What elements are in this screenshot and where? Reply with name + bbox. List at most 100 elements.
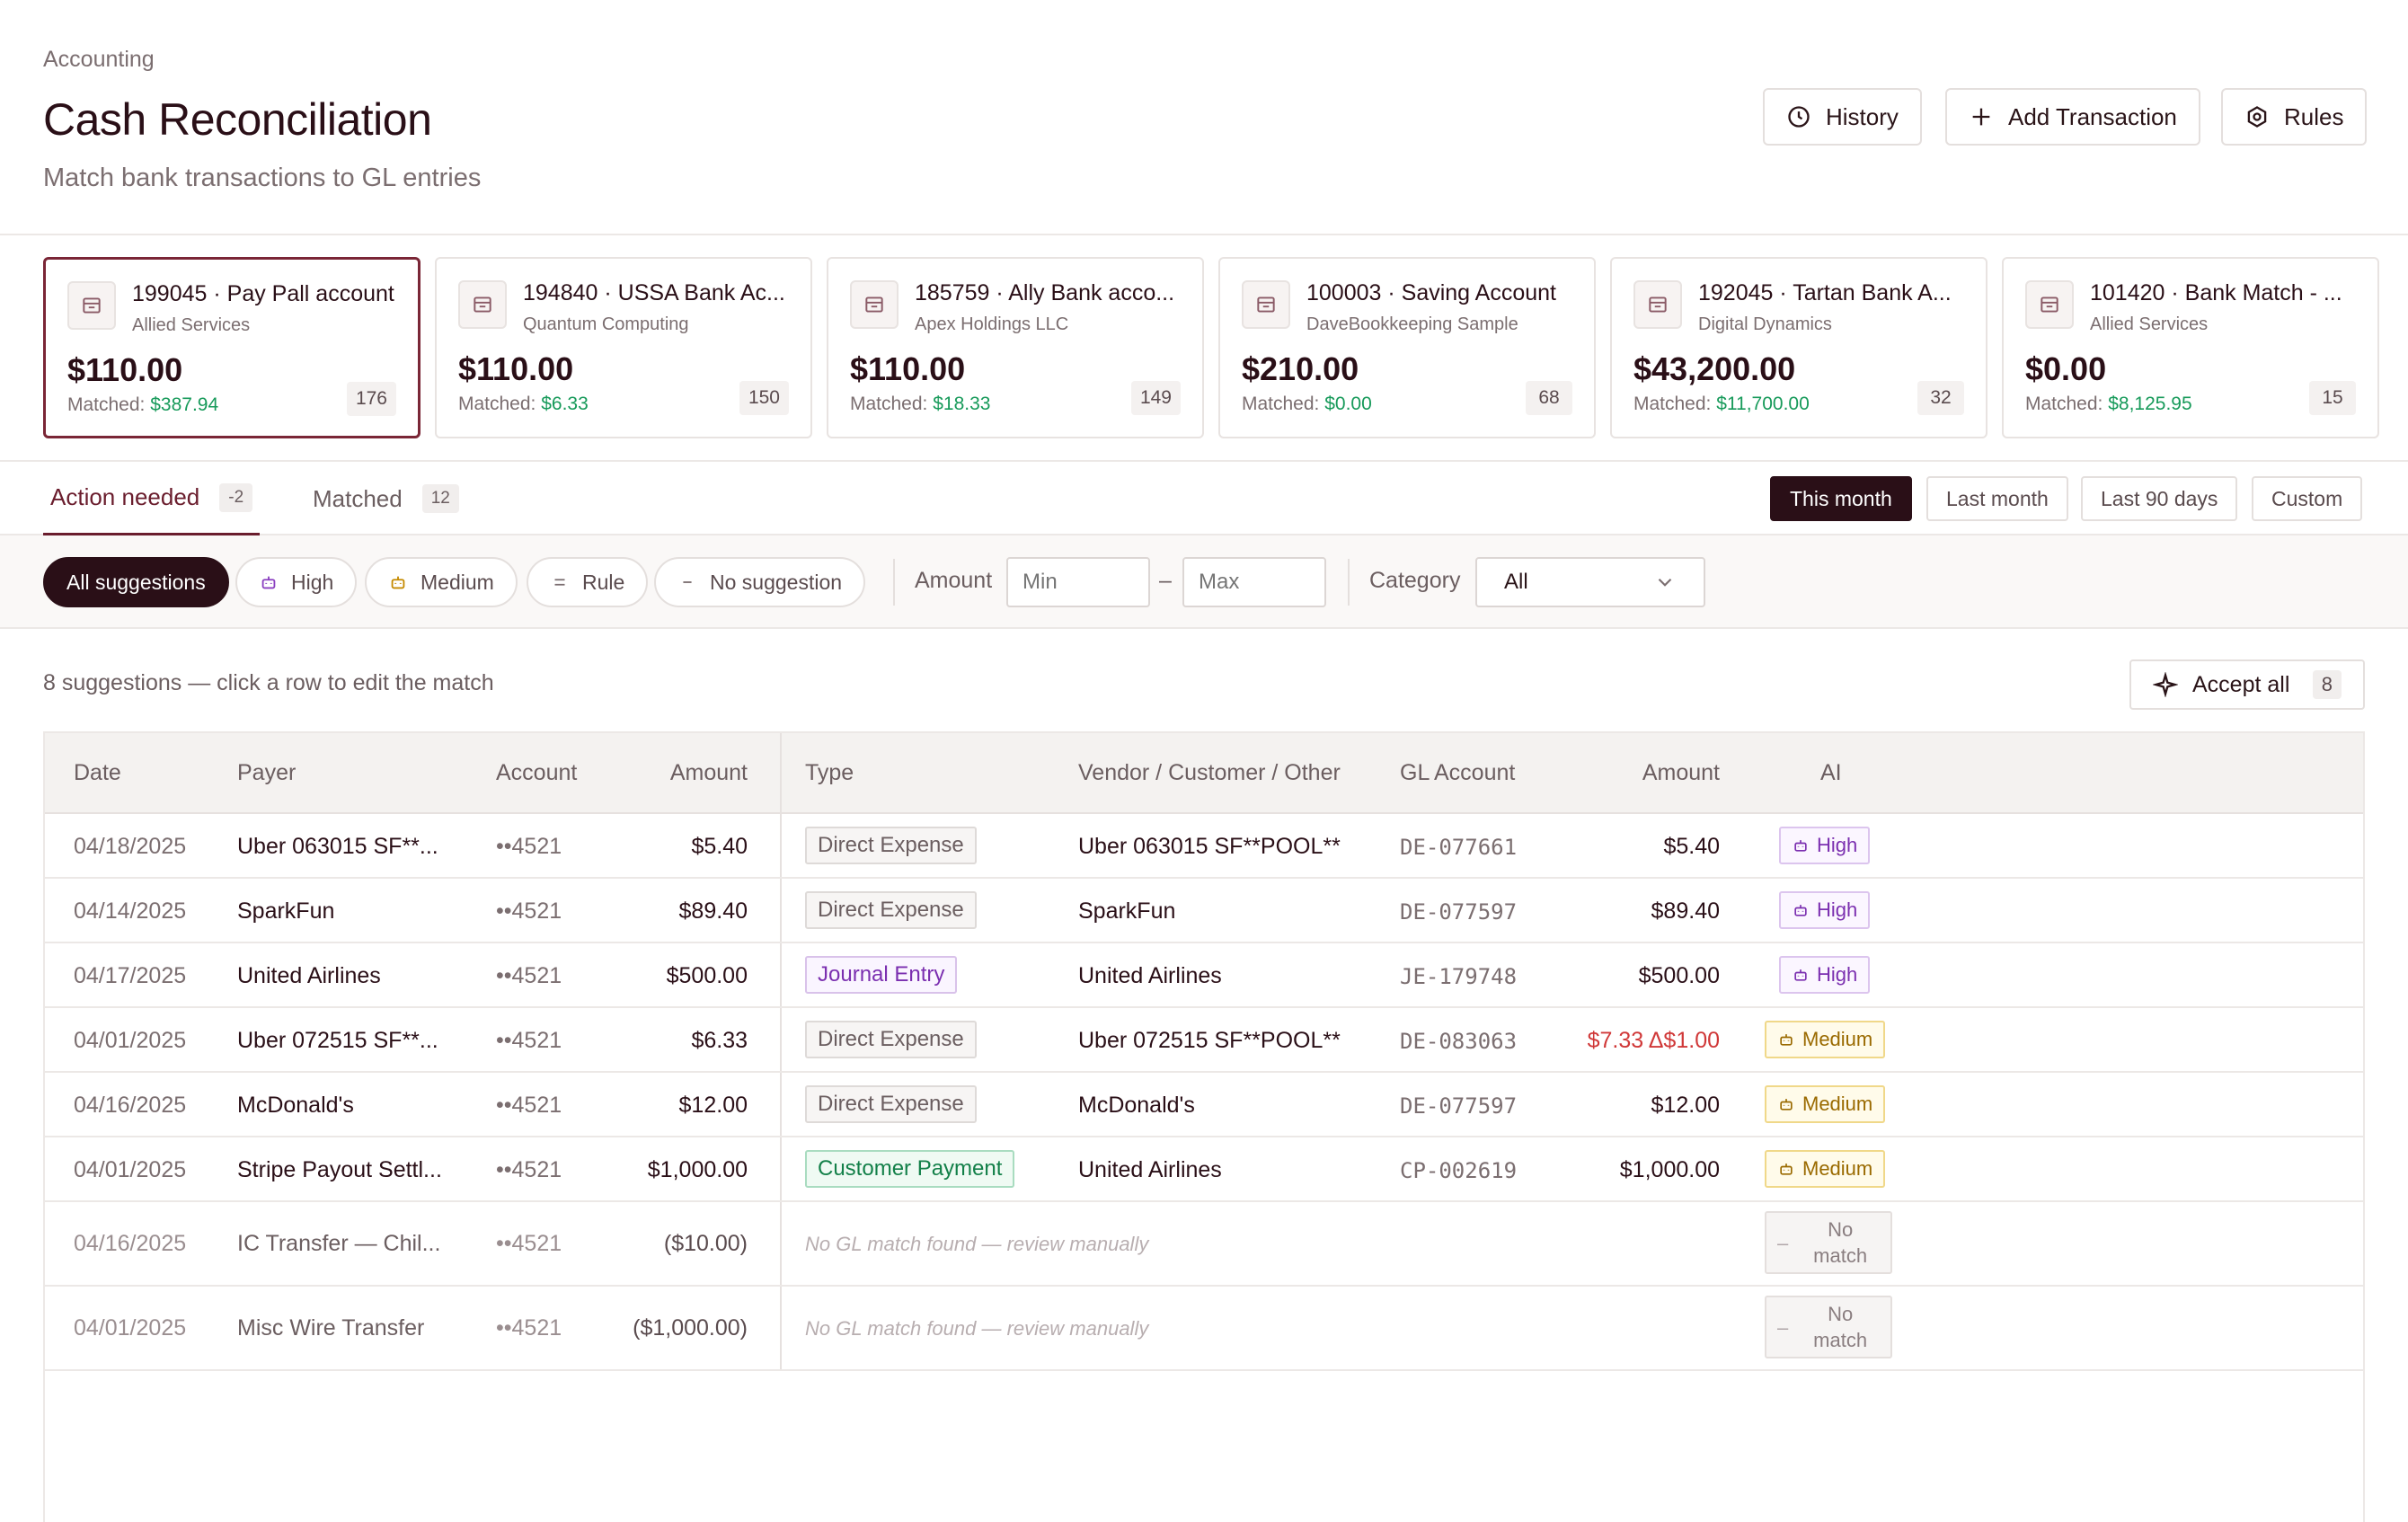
tab-action-needed[interactable]: Action needed -2 [43,462,261,535]
row-vendor: United Airlines [1078,1157,1222,1182]
account-card[interactable]: 100003 · Saving Account DaveBookkeeping … [1218,257,1596,438]
row-date: 04/16/2025 [74,1231,187,1256]
row-payer: Uber 063015 SF**... [237,834,438,859]
ai-confidence-label: Medium [1802,1157,1873,1180]
chevron-down-icon [1658,578,1672,587]
history-button[interactable]: History [1763,88,1922,146]
account-card[interactable]: 192045 · Tartan Bank A... Digital Dynami… [1610,257,1987,438]
row-payer: SparkFun [237,898,335,924]
account-count-badge: 32 [1917,381,1964,415]
filter-chip-medium[interactable]: Medium [365,557,518,607]
account-matched: Matched: $18.33 [850,394,991,414]
account-count-badge: 176 [346,382,396,416]
row-amount: $89.40 [678,898,748,924]
amount-label: Amount [915,568,993,593]
column-divider [780,733,782,1369]
type-badge[interactable]: Customer Payment [805,1150,1015,1188]
type-badge[interactable]: Journal Entry [805,956,958,994]
column-header-gl-account[interactable]: GL Account [1400,760,1516,785]
table-row[interactable]: 04/01/2025 Uber 072515 SF**... ••4521 $6… [45,1008,2363,1073]
accept-all-button[interactable]: Accept all 8 [2129,659,2365,710]
account-card[interactable]: 185759 · Ally Bank acco... Apex Holdings… [827,257,1204,438]
date-last-90-days-button[interactable]: Last 90 days [2081,476,2238,521]
ai-confidence-badge[interactable]: High [1779,956,1871,994]
column-header-gl-amount[interactable]: Amount [1642,760,1720,785]
column-header-vendor[interactable]: Vendor / Customer / Other [1078,760,1341,785]
bank-icon [458,280,507,329]
bank-icon [1633,280,1682,329]
tab-matched[interactable]: Matched 12 [305,462,466,535]
row-gl-amount: $89.40 [1651,898,1720,924]
table-row[interactable]: 04/16/2025 McDonald's ••4521 $12.00 Dire… [45,1073,2363,1137]
ai-confidence-label: Medium [1802,1093,1873,1115]
page-subtitle: Match bank transactions to GL entries [43,164,482,192]
column-header-amount[interactable]: Amount [669,760,748,785]
account-company: Allied Services [2090,314,2209,334]
account-balance: $110.00 [67,351,183,388]
account-name: 192045 · Tartan Bank A... [1698,280,1952,305]
matched-amount: $8,125.95 [2108,394,2192,414]
filter-chip-all[interactable]: All suggestions [43,557,229,607]
page-title: Cash Reconciliation [43,94,432,145]
row-gl-amount: $500.00 [1638,963,1720,988]
account-balance: $0.00 [2025,350,2107,387]
rules-button[interactable]: Rules [2221,88,2368,146]
type-badge[interactable]: Direct Expense [805,1021,977,1058]
ai-no-match-badge[interactable]: – No match [1765,1211,1892,1274]
account-card[interactable]: 101420 · Bank Match - ... Allied Service… [2002,257,2379,438]
ai-confidence-label: High [1817,963,1858,986]
tab-label: Matched [313,484,403,512]
no-gl-match-note: No GL match found — review manually [805,1317,1149,1340]
date-custom-button[interactable]: Custom [2252,476,2363,521]
ai-confidence-badge[interactable]: Medium [1765,1021,1886,1058]
row-gl-amount: $5.40 [1663,834,1720,859]
category-select[interactable]: All [1475,557,1705,607]
table-row[interactable]: 04/18/2025 Uber 063015 SF**... ••4521 $5… [45,814,2363,879]
column-header-account[interactable]: Account [496,760,578,785]
table-row[interactable]: 04/16/2025 IC Transfer — Chil... ••4521 … [45,1202,2363,1287]
column-header-payer[interactable]: Payer [237,760,297,785]
row-account: ••4521 [496,1028,562,1053]
tab-label: Action needed [50,483,200,510]
account-card[interactable]: 194840 · USSA Bank Ac... Quantum Computi… [435,257,812,438]
ai-no-match-badge[interactable]: – No match [1765,1296,1892,1358]
add-transaction-button[interactable]: Add Transaction [1945,88,2200,146]
account-name: 100003 · Saving Account [1306,280,1556,305]
filter-chip-no-suggestion[interactable]: No suggestion [654,557,866,607]
category-label: Category [1369,568,1461,593]
filter-chip-rule[interactable]: Rule [527,557,649,607]
table-row[interactable]: 04/01/2025 Stripe Payout Settl... ••4521… [45,1137,2363,1202]
account-count-badge: 15 [2309,381,2356,415]
row-account: ••4521 [496,1157,562,1182]
account-matched: Matched: $6.33 [458,394,589,414]
row-payer: IC Transfer — Chil... [237,1231,441,1256]
account-balance: $110.00 [850,350,966,387]
bank-icon [2025,280,2074,329]
ai-confidence-badge[interactable]: High [1779,827,1871,864]
row-account: ••4521 [496,834,562,859]
ai-confidence-badge[interactable]: Medium [1765,1085,1886,1123]
amount-min-input[interactable] [1006,557,1150,607]
ai-no-match-label: No [1828,1303,1854,1325]
ai-confidence-badge[interactable]: High [1779,891,1871,929]
type-badge[interactable]: Direct Expense [805,891,977,929]
type-badge[interactable]: Direct Expense [805,827,977,864]
column-header-type[interactable]: Type [805,760,854,785]
divider [893,559,895,606]
account-card[interactable]: 199045 · Pay Pall account Allied Service… [43,257,421,438]
date-this-month-button[interactable]: This month [1770,476,1912,521]
column-header-date[interactable]: Date [74,760,121,785]
row-gl-account: JE-179748 [1400,964,1518,989]
ai-confidence-badge[interactable]: Medium [1765,1150,1886,1188]
bank-icon [67,281,116,330]
amount-max-input[interactable] [1182,557,1326,607]
breadcrumb[interactable]: Accounting [43,47,155,72]
table-row[interactable]: 04/01/2025 Misc Wire Transfer ••4521 ($1… [45,1287,2363,1371]
filter-chip-high[interactable]: High [235,557,358,607]
type-badge[interactable]: Direct Expense [805,1085,977,1123]
date-last-month-button[interactable]: Last month [1926,476,2068,521]
table-row[interactable]: 04/17/2025 United Airlines ••4521 $500.0… [45,943,2363,1008]
bank-icon [1242,280,1290,329]
table-row[interactable]: 04/14/2025 SparkFun ••4521 $89.40 Direct… [45,879,2363,943]
row-account: ••4521 [496,898,562,924]
